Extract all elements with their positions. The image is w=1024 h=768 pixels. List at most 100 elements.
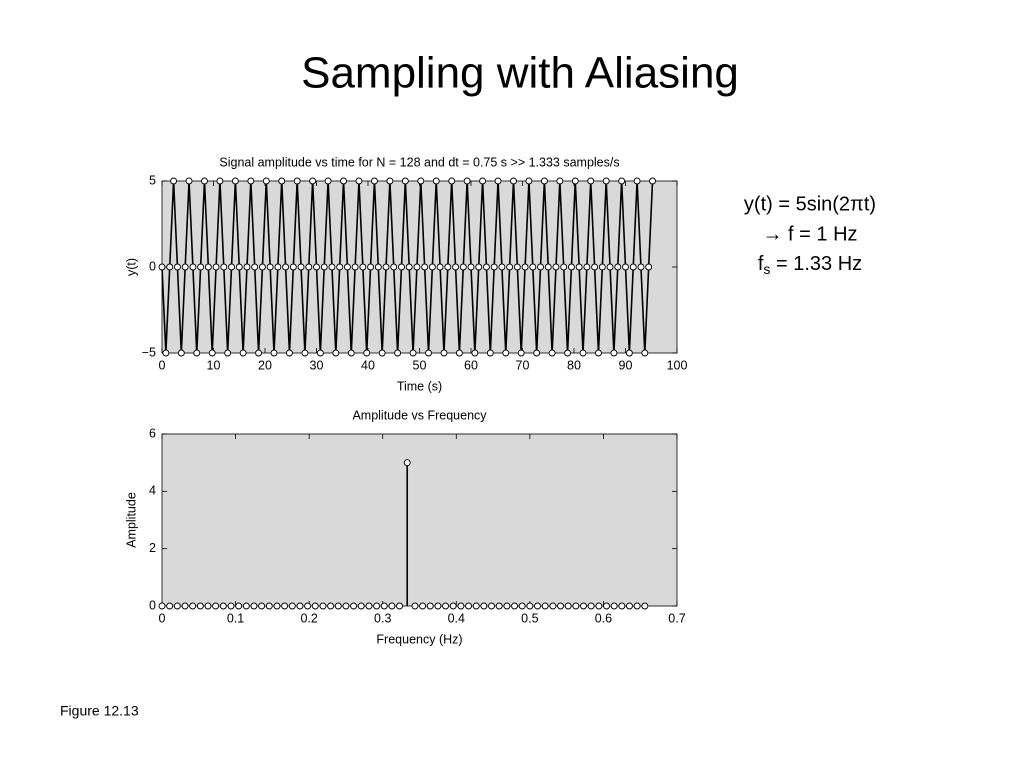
marker	[350, 602, 358, 610]
y-tick-label: 5	[149, 173, 156, 187]
annotation: → f = 1 Hz	[762, 223, 857, 245]
marker	[626, 602, 633, 610]
marker	[426, 602, 434, 610]
marker	[181, 263, 189, 271]
marker	[413, 263, 421, 271]
marker	[403, 459, 411, 467]
marker	[201, 177, 208, 185]
marker	[363, 349, 371, 357]
marker	[571, 177, 579, 185]
marker	[622, 263, 629, 271]
slide-title: Sampling with Aliasing	[301, 49, 739, 98]
marker	[166, 602, 174, 610]
marker	[170, 177, 178, 185]
marker	[158, 263, 166, 271]
marker	[486, 349, 494, 357]
marker	[637, 263, 645, 271]
marker	[162, 349, 170, 357]
marker	[595, 602, 603, 610]
marker	[436, 263, 444, 271]
marker	[552, 263, 560, 271]
marker	[328, 263, 336, 271]
marker	[265, 602, 273, 610]
marker	[305, 263, 313, 271]
marker	[641, 602, 649, 610]
marker	[475, 263, 483, 271]
x-tick-label: 0	[159, 611, 166, 625]
marker	[591, 263, 599, 271]
marker	[193, 349, 201, 357]
chart-title: Amplitude vs Frequency	[352, 408, 487, 422]
marker	[304, 602, 312, 610]
marker	[580, 602, 587, 610]
marker	[517, 349, 525, 357]
x-tick-label: 0.5	[521, 611, 538, 625]
marker	[618, 602, 626, 610]
marker	[472, 602, 480, 610]
marker	[428, 263, 436, 271]
marker	[557, 602, 564, 610]
marker	[208, 349, 216, 357]
marker	[401, 177, 409, 185]
caption: Figure 12.13	[60, 703, 139, 719]
marker	[262, 177, 270, 185]
signal-line	[161, 180, 654, 354]
marker	[398, 263, 405, 271]
marker	[598, 263, 606, 271]
y-tick-label: 0	[149, 259, 156, 273]
y-tick-label: 2	[149, 541, 156, 555]
marker	[442, 602, 449, 610]
marker	[641, 349, 649, 357]
marker	[541, 602, 549, 610]
marker	[529, 263, 537, 271]
marker	[373, 602, 381, 610]
marker	[564, 602, 572, 610]
marker	[181, 602, 189, 610]
marker	[394, 349, 402, 357]
marker	[293, 177, 301, 185]
x-tick-label: 0	[159, 358, 166, 372]
marker	[463, 177, 471, 185]
marker	[606, 263, 614, 271]
marker	[342, 602, 350, 610]
marker	[196, 602, 204, 610]
marker	[258, 263, 266, 271]
marker	[480, 602, 488, 610]
marker	[258, 602, 266, 610]
annotation: y(t) = 5sin(2πt)	[744, 193, 876, 215]
marker	[494, 177, 502, 185]
marker	[270, 349, 278, 357]
marker	[506, 263, 514, 271]
marker	[411, 602, 419, 610]
marker	[320, 263, 328, 271]
x-tick-label: 100	[667, 358, 688, 372]
marker	[388, 602, 396, 610]
chart-title: Signal amplitude vs time for N = 128 and…	[219, 155, 619, 169]
marker	[396, 602, 404, 610]
x-tick-label: 0.3	[374, 611, 391, 625]
marker	[296, 602, 304, 610]
x-axis-label: Frequency (Hz)	[376, 632, 462, 646]
marker	[374, 263, 382, 271]
marker	[633, 602, 641, 610]
marker	[614, 263, 622, 271]
marker	[212, 263, 220, 271]
marker	[452, 263, 459, 271]
marker	[521, 263, 529, 271]
marker	[479, 177, 487, 185]
x-tick-label: 0.1	[227, 611, 244, 625]
marker	[189, 263, 197, 271]
marker	[537, 263, 544, 271]
x-axis-label: Time (s)	[397, 379, 442, 393]
marker	[173, 263, 181, 271]
marker	[425, 349, 432, 357]
marker	[239, 349, 247, 357]
y-tick-label: 0	[149, 598, 156, 612]
marker	[365, 602, 373, 610]
marker	[347, 349, 355, 357]
x-tick-label: 20	[258, 358, 272, 372]
marker	[185, 177, 193, 185]
marker	[266, 263, 274, 271]
marker	[286, 349, 293, 357]
